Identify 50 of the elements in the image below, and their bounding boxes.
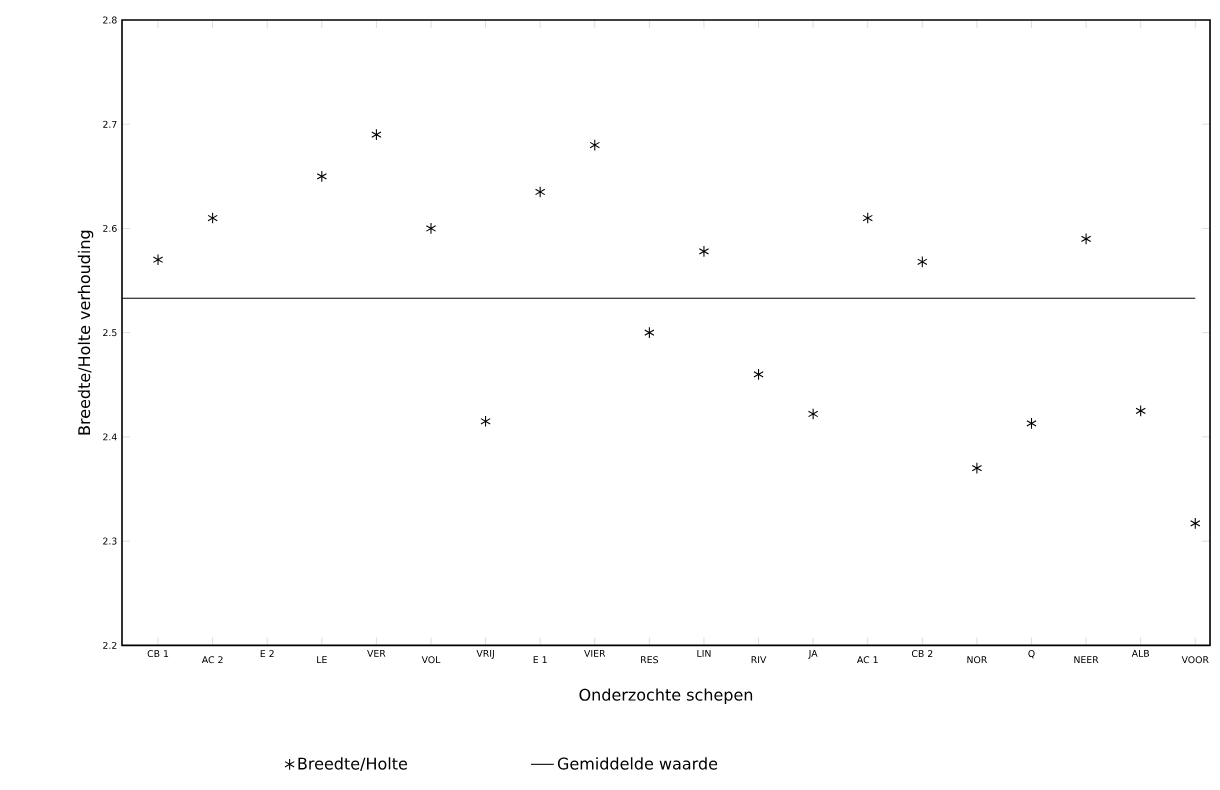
- x-tick-label: NOR: [967, 656, 988, 664]
- legend-label: Gemiddelde waarde: [557, 757, 718, 770]
- x-tick-label: VOL: [421, 656, 441, 664]
- point: [1135, 404, 1146, 417]
- point: [152, 253, 164, 266]
- x-tick-label: VER: [367, 650, 386, 657]
- x-tick-label: VIER: [584, 650, 606, 657]
- point: [698, 245, 710, 258]
- x-tick-label: VRIJ: [476, 650, 494, 659]
- point: [753, 368, 764, 381]
- y-tick-label: 2.4: [103, 433, 117, 441]
- y-tick-label: 2.6: [103, 224, 117, 232]
- point: [971, 462, 983, 475]
- x-axis-title: Onderzochte schepen: [579, 688, 753, 704]
- x-tick-label: NEER: [1074, 656, 1099, 664]
- point: [425, 222, 437, 235]
- x-tick-label: VOOR: [1181, 656, 1209, 664]
- y-tick-label: 2.2: [103, 641, 117, 649]
- point: [644, 326, 655, 339]
- x-tick-label: E 1: [533, 656, 547, 664]
- x-tick-label: LE: [317, 656, 327, 664]
- point: [480, 415, 491, 428]
- x-tick-label: RIV: [751, 656, 767, 664]
- x-tick-label: LIN: [697, 650, 711, 657]
- y-tick-label: 2.7: [103, 120, 117, 128]
- y-tick-label: 2.5: [103, 329, 117, 337]
- y-tick-label: 2.8: [103, 16, 117, 24]
- point: [371, 128, 382, 141]
- x-tick-label: RES: [641, 656, 658, 664]
- point: [1080, 232, 1092, 245]
- x-tick-label: CB 1: [147, 650, 169, 658]
- x-tick-label: AC 1: [856, 656, 878, 664]
- x-tick-label: JA: [808, 650, 818, 659]
- y-axis-title: Breedte/Holte verhouding: [77, 230, 94, 435]
- point: [807, 408, 819, 420]
- point: [1026, 417, 1037, 430]
- y-tick-label: 2.3: [103, 537, 117, 545]
- point: [589, 139, 600, 151]
- point: [316, 170, 327, 183]
- x-tick-label: CB 2: [911, 650, 933, 658]
- x-tick-label: Q: [1028, 650, 1035, 659]
- x-tick-label: E 2: [260, 650, 274, 657]
- point: [1190, 517, 1201, 530]
- point: [207, 212, 218, 224]
- x-tick-label: ALB: [1131, 650, 1149, 657]
- x-tick-label: AC 2: [201, 656, 223, 664]
- point: [862, 212, 873, 224]
- point: [535, 186, 546, 198]
- point: [917, 255, 928, 268]
- legend-label: Breedte/Holte: [298, 757, 407, 771]
